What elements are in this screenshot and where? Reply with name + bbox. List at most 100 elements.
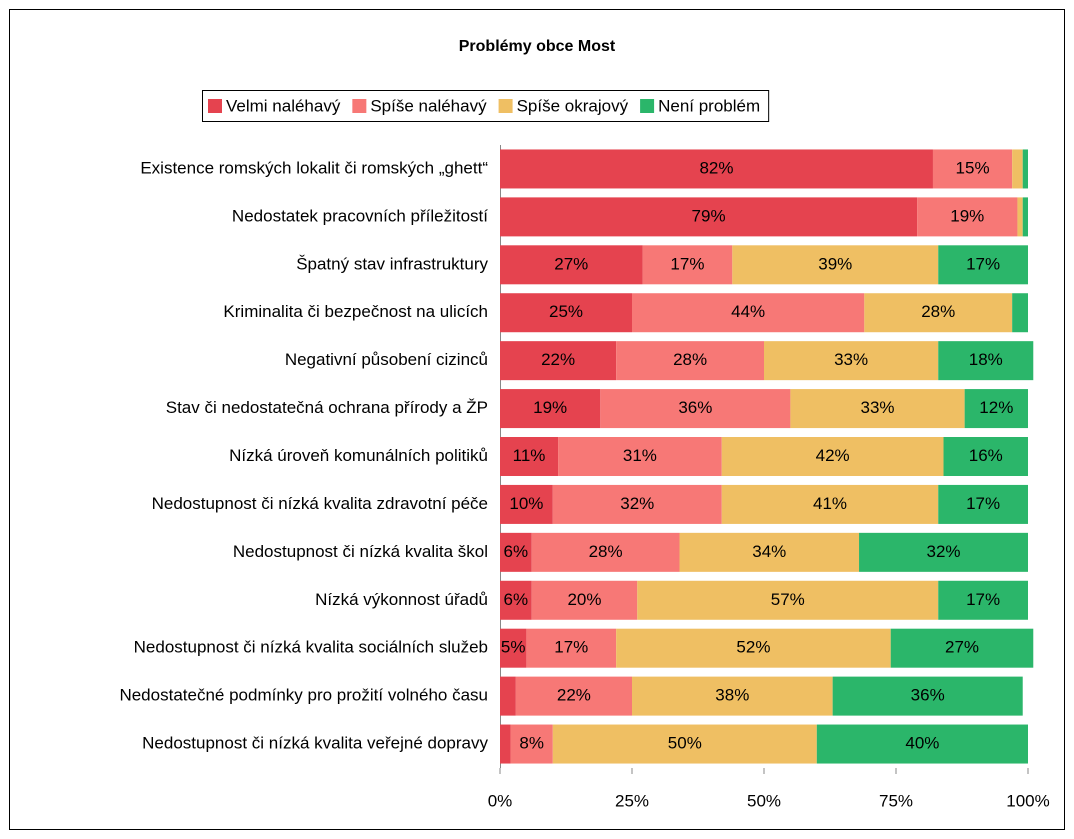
category-label: Nedostupnost či nízká kvalita zdravotní … xyxy=(152,494,488,513)
chart-title: Problémy obce Most xyxy=(459,38,616,55)
data-label: 82% xyxy=(699,158,733,177)
bar-segment xyxy=(732,245,939,285)
data-label: 6% xyxy=(504,542,529,561)
data-label: 52% xyxy=(736,638,770,657)
data-label: 33% xyxy=(861,398,895,417)
data-label: 17% xyxy=(670,254,704,273)
data-label: 41% xyxy=(813,494,847,513)
bar-segment xyxy=(632,676,833,716)
bar-segment xyxy=(917,197,1018,237)
data-label: 15% xyxy=(956,158,990,177)
category-label: Kriminalita či bezpečnost na ulicích xyxy=(223,302,488,321)
legend-swatch xyxy=(640,99,655,113)
bar-segment xyxy=(764,341,939,381)
data-label: 27% xyxy=(945,638,979,657)
data-label: 10% xyxy=(509,494,543,513)
bar-segment xyxy=(964,389,1028,429)
legend xyxy=(202,90,770,122)
bar-segment xyxy=(1022,197,1028,237)
category-label: Nedostatečné podmínky pro prožití volnéh… xyxy=(119,686,488,705)
data-label: 36% xyxy=(678,398,712,417)
category-label: Nízká výkonnost úřadů xyxy=(315,590,488,609)
bar-segment xyxy=(938,580,1028,620)
legend-label: Spíše okrajový xyxy=(517,96,629,115)
data-label: 50% xyxy=(668,734,702,753)
bar-segment xyxy=(616,341,764,381)
bar-segment xyxy=(1022,149,1028,189)
bar-segment xyxy=(943,437,1028,476)
data-label: 11% xyxy=(513,446,546,465)
bar-segment xyxy=(500,197,918,237)
bar-segment xyxy=(500,341,617,381)
bar-segment xyxy=(1012,293,1028,333)
data-label: 22% xyxy=(557,686,591,705)
bar-segment xyxy=(1012,149,1023,189)
category-label: Nedostupnost či nízká kvalita škol xyxy=(233,542,488,561)
bar-segment xyxy=(790,389,965,429)
data-label: 57% xyxy=(771,590,805,609)
bar-segment xyxy=(531,580,638,620)
data-label: 32% xyxy=(927,542,961,561)
bar-segment xyxy=(932,149,1013,189)
x-tick-label: 25% xyxy=(615,791,649,810)
data-label: 25% xyxy=(549,302,583,321)
bar-segment xyxy=(859,532,1028,572)
category-label: Nedostupnost či nízká kvalita veřejné do… xyxy=(142,734,488,753)
bar-segment xyxy=(832,676,1023,716)
bar-segment xyxy=(558,437,722,476)
data-label: 38% xyxy=(715,686,749,705)
bar-segment xyxy=(890,628,1034,668)
data-label: 18% xyxy=(969,350,1003,369)
data-label: 19% xyxy=(950,206,984,225)
bar-segment xyxy=(515,676,632,716)
category-label: Negativní působení cizinců xyxy=(285,350,488,369)
data-label: 40% xyxy=(905,734,939,753)
bar-segment xyxy=(510,724,553,764)
data-label: 28% xyxy=(921,302,955,321)
bar-segment xyxy=(938,341,1034,381)
x-tick-label: 75% xyxy=(879,791,913,810)
data-label: 33% xyxy=(834,350,868,369)
x-tick-label: 100% xyxy=(1006,791,1049,810)
bar-segment xyxy=(679,532,860,572)
bar-segment xyxy=(864,293,1013,333)
bar-segment xyxy=(616,628,891,668)
bar-segment xyxy=(938,484,1028,524)
bar-segment xyxy=(721,484,939,524)
bar-segment xyxy=(531,532,680,572)
bar-segment xyxy=(500,293,632,333)
data-label: 34% xyxy=(752,542,786,561)
data-label: 22% xyxy=(541,350,575,369)
data-label: 16% xyxy=(969,446,1003,465)
data-label: 5% xyxy=(501,638,526,657)
bar-segment xyxy=(637,580,939,620)
data-label: 17% xyxy=(966,590,1000,609)
legend-swatch xyxy=(498,99,513,113)
category-label: Nedostupnost či nízká kvalita sociálních… xyxy=(134,638,488,657)
category-label: Nízká úroveň komunálních politiků xyxy=(229,446,488,465)
data-label: 44% xyxy=(731,302,765,321)
bar-segment xyxy=(938,245,1028,285)
x-tick-label: 0% xyxy=(488,791,513,810)
data-label: 79% xyxy=(692,206,726,225)
data-label: 27% xyxy=(554,254,588,273)
bar-segment xyxy=(500,484,553,524)
data-label: 42% xyxy=(816,446,850,465)
bar-segment xyxy=(500,245,643,285)
bar-segment xyxy=(552,484,722,524)
data-label: 36% xyxy=(911,686,945,705)
bar-segment xyxy=(600,389,791,429)
data-label: 32% xyxy=(620,494,654,513)
data-label: 12% xyxy=(979,398,1013,417)
data-label: 6% xyxy=(504,590,529,609)
legend-label: Velmi naléhavý xyxy=(226,96,341,115)
bar-segment xyxy=(500,149,933,189)
x-tick-label: 50% xyxy=(747,791,781,810)
data-label: 17% xyxy=(554,638,588,657)
category-label: Špatný stav infrastruktury xyxy=(296,254,488,273)
data-label: 31% xyxy=(623,446,657,465)
data-label: 39% xyxy=(818,254,852,273)
bar-segment xyxy=(500,532,532,572)
data-label: 28% xyxy=(589,542,623,561)
